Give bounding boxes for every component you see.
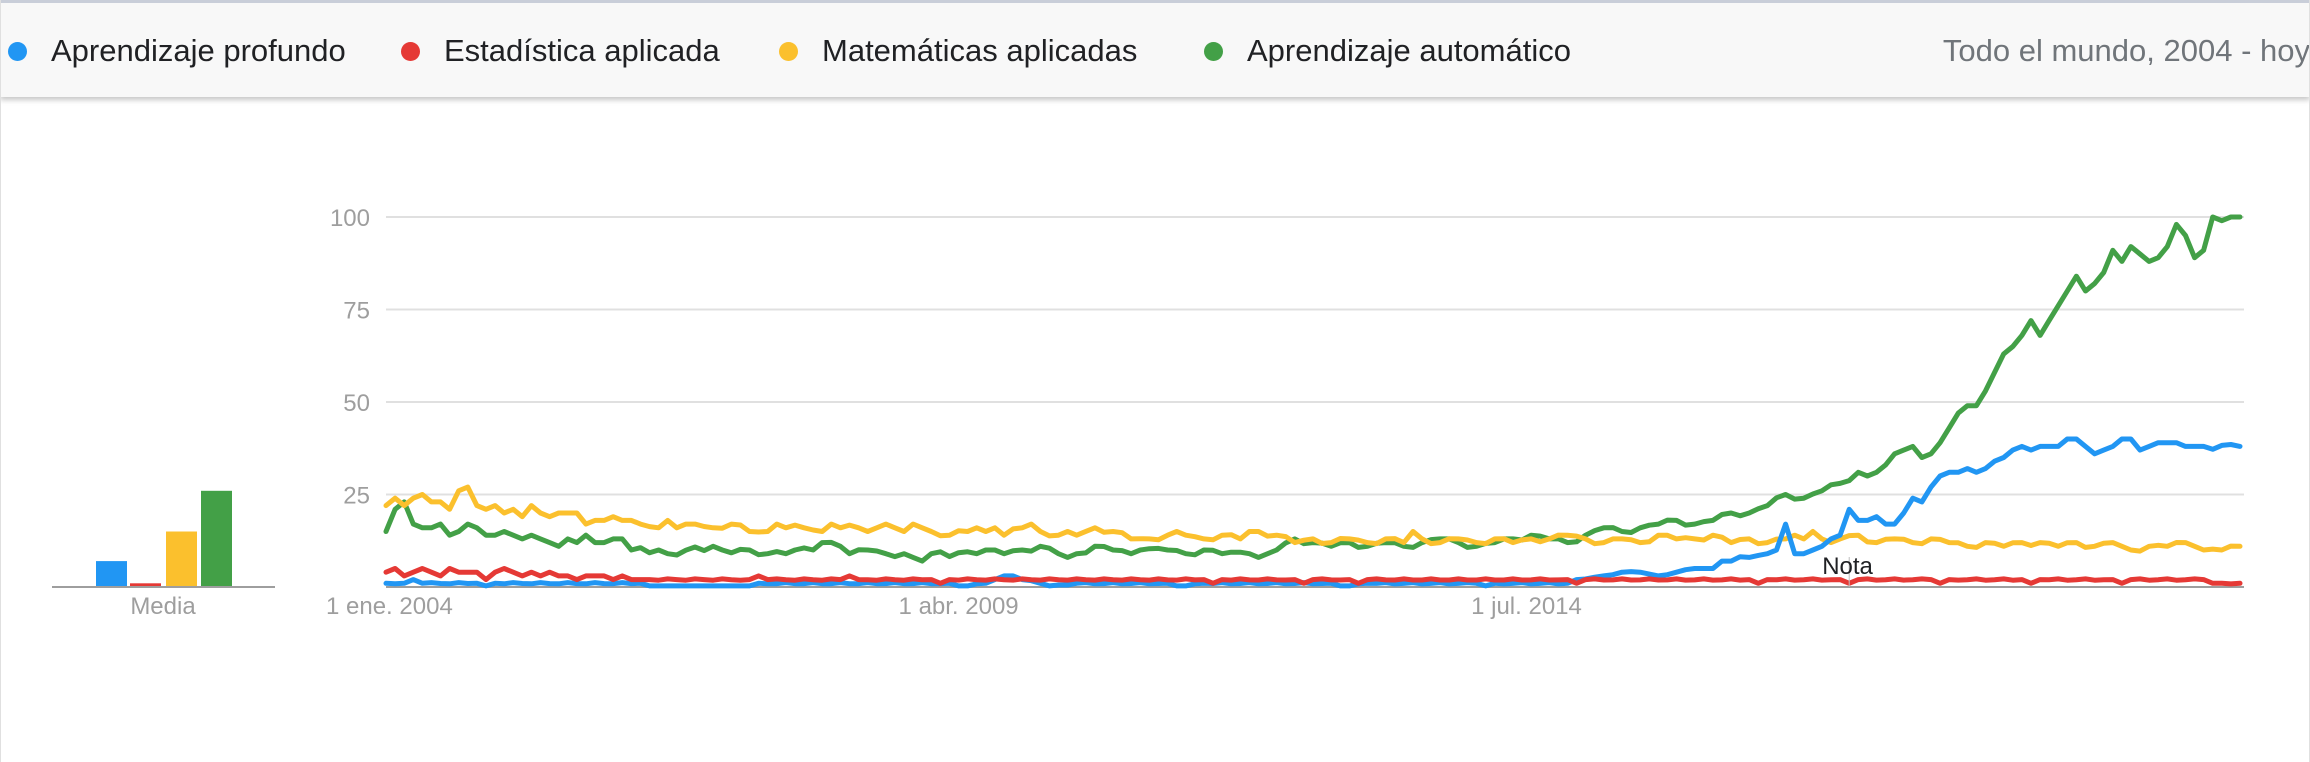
x-axis-labels: 1 ene. 2004 1 abr. 2009 1 jul. 2014 <box>326 593 1582 620</box>
legend-label: Aprendizaje profundo <box>51 33 346 68</box>
legend-item-aprendizaje-profundo[interactable]: Aprendizaje profundo <box>8 29 346 73</box>
legend-label: Matemáticas aplicadas <box>822 33 1138 68</box>
legend-dot-icon <box>401 41 420 61</box>
y-tick-label: 100 <box>330 205 370 232</box>
annotation-label[interactable]: Nota <box>1822 553 1873 580</box>
legend-item-aprendizaje-automatico[interactable]: Aprendizaje automático <box>1204 29 1571 73</box>
legend-dot-icon <box>1204 41 1223 61</box>
y-axis-labels: 100 75 50 25 <box>330 205 370 510</box>
series-line-matematicas-aplicadas <box>383 484 2243 554</box>
average-bar <box>96 561 127 587</box>
x-tick-label: 1 abr. 2009 <box>899 593 1019 620</box>
x-tick-label: 1 jul. 2014 <box>1471 593 1582 620</box>
legend-dot-icon <box>779 41 798 61</box>
legend-label: Aprendizaje automático <box>1247 33 1571 68</box>
region-range-label[interactable]: Todo el mundo, 2004 - hoy <box>1942 33 2310 68</box>
average-bar <box>201 490 232 587</box>
grid-lines <box>386 216 2244 588</box>
series-lines <box>383 214 2243 589</box>
legend-item-matematicas-aplicadas[interactable]: Matemáticas aplicadas <box>779 29 1137 73</box>
annotations: Nota <box>1822 553 1874 587</box>
y-tick-label: 50 <box>343 390 370 417</box>
average-bar <box>130 583 161 587</box>
average-bars: Media <box>52 490 275 620</box>
y-tick-label: 25 <box>343 483 370 510</box>
legend-label: Estadística aplicada <box>444 33 720 68</box>
series-line-estadistica-aplicada <box>383 566 2243 587</box>
average-bar <box>166 531 197 587</box>
y-tick-label: 75 <box>343 298 370 325</box>
legend-item-estadistica-aplicada[interactable]: Estadística aplicada <box>401 29 720 73</box>
series-line-aprendizaje-automatico <box>383 214 2243 564</box>
average-label: Media <box>130 593 196 620</box>
series-line-aprendizaje-profundo <box>383 436 2243 589</box>
legend-bar: Aprendizaje profundo Estadística aplicad… <box>0 0 2310 97</box>
x-tick-label: 1 ene. 2004 <box>326 593 453 620</box>
legend-dot-icon <box>8 41 27 61</box>
